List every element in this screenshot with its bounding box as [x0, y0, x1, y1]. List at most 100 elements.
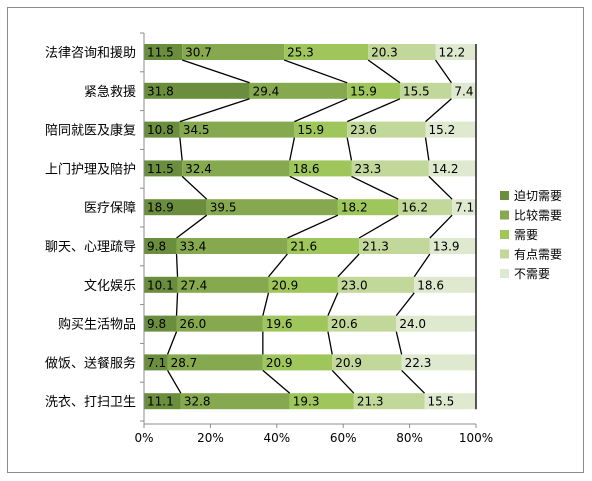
- x-tick-label: 100%: [459, 431, 493, 445]
- data-label: 29.4: [253, 84, 280, 98]
- bar-segment: [359, 238, 430, 254]
- bar-segment: [337, 276, 415, 293]
- legend-label: 比较需要: [514, 208, 562, 223]
- series-line: [166, 331, 178, 355]
- data-label: 22.3: [405, 356, 432, 370]
- category-label: 上门护理及陪护: [45, 162, 136, 177]
- series-line: [289, 137, 296, 161]
- series-line: [262, 369, 291, 394]
- bar-segment: [144, 393, 181, 410]
- bar-segment: [144, 276, 178, 293]
- series-lines-layer: [166, 44, 477, 410]
- bar-segment: [327, 315, 397, 332]
- bar-segment: [452, 199, 476, 216]
- bar-segment: [414, 276, 476, 293]
- bars-layer: [144, 44, 476, 410]
- bar-segment: [451, 82, 476, 99]
- x-tick-label: 80%: [396, 431, 423, 445]
- data-label: 30.7: [185, 46, 212, 60]
- bar-segment: [424, 393, 476, 410]
- series-line: [367, 59, 401, 84]
- data-label: 20.9: [266, 356, 293, 370]
- bar-segment: [368, 44, 436, 60]
- bar-segment: [284, 44, 369, 60]
- data-label: 15.9: [350, 84, 377, 98]
- data-label: 12.2: [438, 46, 465, 60]
- bar-segment: [144, 354, 168, 371]
- data-label: 20.9: [335, 356, 362, 370]
- series-line: [395, 331, 403, 355]
- data-label: 32.8: [184, 395, 211, 409]
- series-line: [401, 369, 425, 394]
- series-line: [287, 214, 339, 239]
- legend-label: 不需要: [514, 267, 550, 281]
- data-label: 18.9: [147, 201, 174, 215]
- category-label: 聊天、心理疏导: [45, 240, 136, 255]
- series-line: [175, 253, 179, 277]
- bar-segment: [428, 160, 476, 177]
- bar-segment: [144, 160, 183, 177]
- bar-segment: [337, 199, 399, 216]
- series-line: [429, 214, 453, 239]
- legend-swatch: [500, 269, 509, 278]
- data-label: 9.8: [147, 317, 166, 331]
- data-label: 11.5: [147, 162, 174, 176]
- labels-layer: 法律咨询和援助 11.5 30.7 25.3 20.3 12.2 紧急救援 31.8 29.4 1…: [45, 46, 474, 411]
- legend-label: 有点需要: [514, 248, 562, 262]
- series-line: [181, 59, 250, 84]
- data-label: 28.7: [171, 356, 198, 370]
- bar-segment: [182, 44, 285, 60]
- series-line: [358, 214, 399, 239]
- bar-segment: [347, 121, 426, 138]
- data-label: 15.2: [429, 123, 456, 137]
- category-label: 文化娱乐: [84, 279, 136, 294]
- bar-segment: [289, 393, 354, 410]
- series-line: [434, 59, 452, 84]
- data-label: 11.1: [147, 395, 174, 409]
- bar-segment: [177, 276, 269, 293]
- bar-segment: [399, 82, 452, 99]
- series-line: [181, 175, 208, 200]
- bar-segment: [332, 354, 402, 371]
- series-line: [327, 292, 339, 316]
- bar-segment: [176, 238, 288, 254]
- data-label: 14.2: [432, 162, 459, 176]
- data-label: 24.0: [399, 317, 426, 331]
- legend-swatch: [500, 230, 509, 239]
- data-label: 25.3: [287, 46, 314, 60]
- legend-label: 迫切需要: [514, 189, 562, 203]
- bar-segment: [398, 199, 453, 216]
- bar-segment: [144, 238, 177, 254]
- series-line: [327, 331, 333, 355]
- bar-segment: [206, 199, 338, 216]
- bar-segment: [249, 82, 348, 99]
- series-line: [179, 98, 250, 123]
- bar-segment: [435, 44, 476, 60]
- series-line: [413, 253, 431, 278]
- series-line: [289, 175, 339, 200]
- bar-segment: [144, 199, 207, 216]
- series-line: [267, 253, 288, 278]
- bar-segment: [351, 160, 429, 177]
- data-label: 23.0: [341, 278, 368, 292]
- data-label: 33.4: [180, 240, 207, 254]
- data-label: 27.4: [181, 278, 208, 292]
- series-line: [262, 292, 270, 316]
- data-label: 15.5: [403, 84, 430, 98]
- category-label: 紧急救援: [84, 84, 136, 100]
- bar-segment: [144, 44, 183, 60]
- legend-swatch: [500, 191, 509, 200]
- category-label: 法律咨询和援助: [45, 46, 136, 61]
- bar-segment: [180, 393, 290, 410]
- category-label: 做饭、送餐服务: [45, 355, 136, 371]
- data-label: 10.8: [147, 123, 174, 137]
- data-label: 10.1: [147, 278, 174, 292]
- series-line: [351, 175, 399, 200]
- bar-segment: [425, 121, 476, 138]
- data-label: 34.5: [183, 123, 210, 137]
- data-label: 9.8: [147, 240, 166, 254]
- bar-segment: [429, 238, 476, 254]
- category-label: 洗衣、打扫卫生: [45, 394, 136, 410]
- bar-segment: [144, 121, 180, 138]
